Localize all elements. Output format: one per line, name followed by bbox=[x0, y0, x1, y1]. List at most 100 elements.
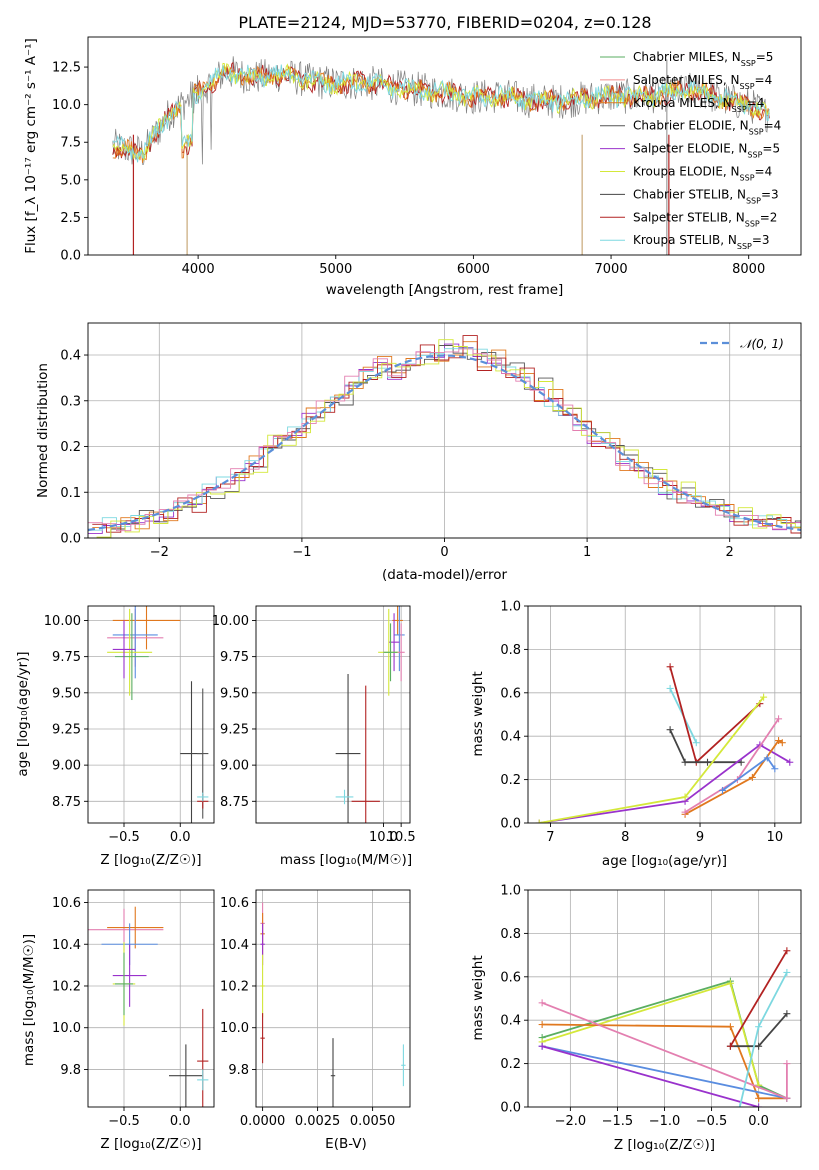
x-axis-label: (data-model)/error bbox=[382, 567, 508, 583]
w-z-axes bbox=[527, 889, 802, 1108]
x-tick-label: 10 bbox=[767, 830, 784, 845]
legend-sub: SSP bbox=[745, 219, 760, 228]
y-tick-label: 10.0 bbox=[52, 1021, 81, 1036]
y-tick-label: 0.8 bbox=[500, 643, 521, 658]
y-tick-label: 10.2 bbox=[52, 979, 81, 994]
y-tick-label: 9.00 bbox=[52, 759, 81, 774]
x-tick-label: 0.0000 bbox=[240, 1114, 286, 1129]
y-tick-label: 10.4 bbox=[52, 938, 81, 953]
y-tick-label: 0.1 bbox=[60, 486, 81, 501]
y-tick-label: 0.4 bbox=[500, 730, 521, 745]
x-axis-label: Z [log₁₀(Z/Z☉)] bbox=[100, 1136, 201, 1152]
y-axis-label: mass [log₁₀(M/M☉)] bbox=[21, 934, 37, 1066]
x-tick-label: 10.5 bbox=[387, 830, 416, 845]
x-tick-label: 8000 bbox=[732, 262, 765, 277]
x-axis-label: wavelength [Angstrom, rest frame] bbox=[326, 282, 564, 298]
y-tick-label: 10.00 bbox=[212, 614, 249, 629]
y-axis-label: Flux [f_λ 10⁻¹⁷ erg cm⁻² s⁻¹ A⁻¹] bbox=[23, 38, 39, 254]
histogram-series bbox=[96, 345, 801, 538]
y-tick-label: 0.8 bbox=[500, 927, 521, 942]
y-tick-label: 0.6 bbox=[500, 686, 521, 701]
spectrum-axes bbox=[87, 36, 802, 256]
y-tick-label: 0.2 bbox=[500, 773, 521, 788]
x-tick-label: 0.0050 bbox=[350, 1114, 396, 1129]
x-tick-label: −0.5 bbox=[108, 830, 140, 845]
x-tick-label: −0.5 bbox=[696, 1114, 728, 1129]
y-axis-label: mass weight bbox=[470, 671, 486, 756]
ebv-mass-bars bbox=[260, 902, 406, 1107]
m-age-axes bbox=[255, 605, 411, 824]
y-tick-label: 9.00 bbox=[220, 759, 249, 774]
x-tick-label: −1.5 bbox=[602, 1114, 634, 1129]
y-tick-label: 0.2 bbox=[500, 1057, 521, 1072]
legend-text: Chabrier ELODIE, N bbox=[633, 119, 749, 133]
legend-tail: =5 bbox=[756, 50, 774, 64]
y-tick-label: 0.4 bbox=[500, 1014, 521, 1029]
legend-sub: SSP bbox=[732, 104, 747, 113]
legend-entry: 𝒩(0, 1) bbox=[740, 337, 784, 351]
legend-text: Chabrier MILES, N bbox=[633, 50, 741, 64]
y-tick-label: 1.0 bbox=[500, 600, 521, 615]
x-tick-label: 0.0025 bbox=[295, 1114, 341, 1129]
weight-series-line bbox=[669, 729, 742, 764]
y-tick-label: 5.0 bbox=[60, 173, 81, 188]
x-tick-label: 6000 bbox=[457, 262, 490, 277]
legend-text: Kroupa MILES, N bbox=[633, 96, 732, 110]
legend-tail: =4 bbox=[755, 165, 773, 179]
legend-entry: Kroupa MILES, NSSP=4 bbox=[633, 96, 764, 114]
legend-entry: Kroupa ELODIE, NSSP=4 bbox=[633, 165, 772, 183]
y-tick-label: 0.0 bbox=[500, 1101, 521, 1116]
x-tick-label: 8 bbox=[621, 830, 629, 845]
ebv-mass-axes bbox=[255, 889, 411, 1108]
model-spectrum bbox=[112, 64, 770, 163]
legend-sub: SSP bbox=[746, 196, 761, 205]
y-tick-label: 10.4 bbox=[220, 938, 249, 953]
x-tick-label: −1.0 bbox=[649, 1114, 681, 1129]
w-age-series bbox=[535, 663, 794, 823]
x-tick-label: 2 bbox=[726, 545, 734, 560]
histogram-axes bbox=[87, 322, 802, 539]
histogram-steps bbox=[88, 335, 801, 538]
weight-series-line bbox=[539, 696, 765, 823]
legend-text: Kroupa STELIB, N bbox=[633, 233, 737, 247]
x-tick-label: −0.5 bbox=[108, 1114, 140, 1129]
legend-entry: Kroupa STELIB, NSSP=3 bbox=[633, 233, 770, 251]
y-tick-label: 0.4 bbox=[60, 349, 81, 364]
x-tick-label: 0.0 bbox=[170, 830, 191, 845]
y-axis-label: mass weight bbox=[470, 955, 486, 1040]
legend-entry: Chabrier MILES, NSSP=5 bbox=[633, 50, 773, 68]
weight-series-line bbox=[539, 743, 791, 823]
y-tick-label: 1.0 bbox=[500, 884, 521, 899]
histogram-series bbox=[88, 348, 801, 532]
legend-sub: SSP bbox=[741, 59, 756, 68]
y-tick-label: 9.75 bbox=[220, 650, 249, 665]
y-tick-label: 0.6 bbox=[500, 970, 521, 985]
y-tick-label: 0.2 bbox=[60, 440, 81, 455]
y-tick-label: 0.0 bbox=[500, 817, 521, 832]
y-tick-label: 10.0 bbox=[220, 1021, 249, 1036]
m-age-bars bbox=[335, 606, 405, 823]
figure-title: PLATE=2124, MJD=53770, FIBERID=0204, z=0… bbox=[238, 13, 651, 32]
x-tick-label: 5000 bbox=[319, 262, 352, 277]
x-tick-label: −2.0 bbox=[555, 1114, 587, 1129]
y-tick-label: 9.25 bbox=[220, 722, 249, 737]
y-tick-label: 12.5 bbox=[52, 61, 81, 76]
y-axis-label: Normed distribution bbox=[35, 363, 51, 498]
x-tick-label: 7000 bbox=[595, 262, 628, 277]
legend-tail: =3 bbox=[752, 233, 770, 247]
histogram-series bbox=[88, 347, 801, 531]
x-tick-label: 10.0 bbox=[369, 830, 398, 845]
y-tick-label: 7.5 bbox=[60, 136, 81, 151]
legend-text: Salpeter ELODIE, N bbox=[633, 142, 747, 156]
legend-sub: SSP bbox=[737, 242, 752, 251]
weight-series-line bbox=[541, 1045, 788, 1100]
legend-sub: SSP bbox=[747, 150, 762, 159]
x-tick-label: 1 bbox=[583, 545, 591, 560]
x-tick-label: 9 bbox=[696, 830, 704, 845]
x-tick-label: −2 bbox=[150, 545, 169, 560]
legend-tail: =4 bbox=[764, 119, 782, 133]
legend-entry: Chabrier ELODIE, NSSP=4 bbox=[633, 119, 781, 137]
legend-sub: SSP bbox=[740, 173, 755, 182]
x-tick-label: 0.0 bbox=[748, 1114, 769, 1129]
